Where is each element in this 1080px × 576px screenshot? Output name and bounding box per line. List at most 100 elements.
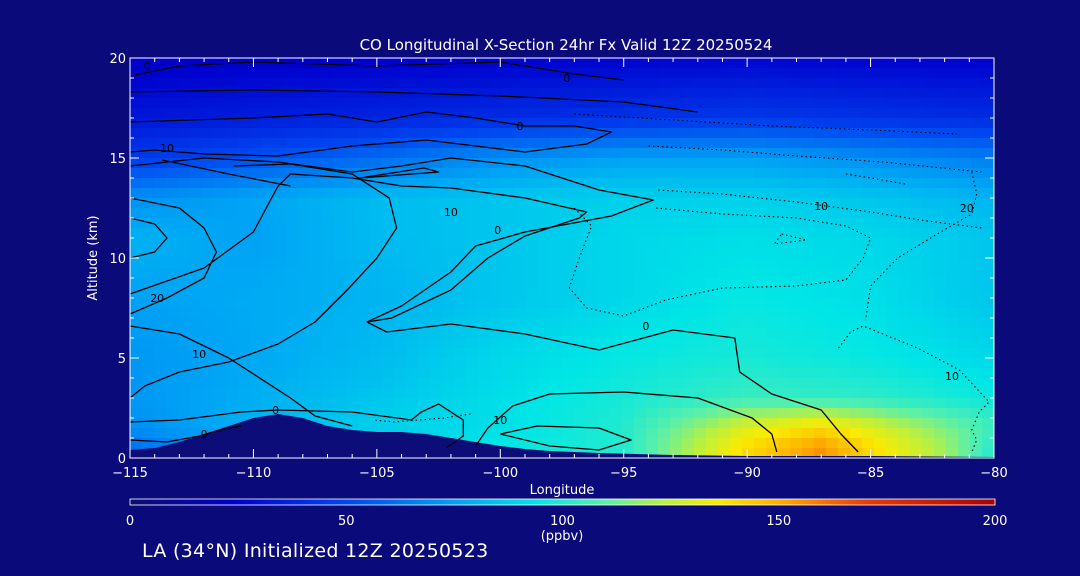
field-cell (262, 168, 275, 179)
field-cell (514, 218, 527, 229)
field-cell (394, 388, 407, 399)
field-cell (334, 128, 347, 139)
field-cell (646, 148, 659, 159)
field-cell (538, 78, 551, 89)
field-cell (658, 248, 671, 259)
field-cell (862, 328, 875, 339)
field-cell (622, 128, 635, 139)
field-cell (154, 378, 167, 389)
colorbar-segment (363, 499, 369, 505)
field-cell (262, 188, 275, 199)
field-cell (514, 148, 527, 159)
field-cell (550, 68, 563, 79)
colorbar-segment (761, 499, 767, 505)
colorbar-segment (575, 499, 581, 505)
field-cell (214, 268, 227, 279)
field-cell (814, 428, 827, 439)
field-cell (442, 308, 455, 319)
field-cell (694, 78, 707, 89)
field-cell (886, 188, 899, 199)
field-cell (970, 148, 983, 159)
field-cell (610, 348, 623, 359)
field-cell (598, 108, 611, 119)
field-cell (934, 288, 947, 299)
field-cell (718, 268, 731, 279)
colorbar-segment (432, 499, 438, 505)
field-cell (778, 168, 791, 179)
field-cell (130, 348, 143, 359)
field-cell (166, 58, 179, 69)
field-cell (466, 418, 479, 429)
field-cell (802, 158, 815, 169)
field-cell (418, 218, 431, 229)
field-cell (814, 78, 827, 89)
field-cell (682, 438, 695, 449)
field-cell (910, 328, 923, 339)
field-cell (754, 428, 767, 439)
colorbar-segment (450, 499, 455, 505)
field-cell (742, 348, 755, 359)
colorbar-segment (886, 499, 892, 505)
field-cell (910, 88, 923, 99)
field-cell (874, 438, 887, 449)
field-cell (502, 438, 515, 449)
field-cell (658, 398, 671, 409)
field-cell (214, 288, 227, 299)
field-cell (850, 138, 863, 149)
field-cell (142, 298, 155, 309)
colorbar-segment (272, 499, 278, 505)
field-cell (970, 328, 983, 339)
field-cell (634, 348, 647, 359)
field-cell (790, 418, 803, 429)
field-cell (370, 398, 383, 409)
colorbar-segment (800, 499, 806, 505)
field-cell (394, 128, 407, 139)
field-cell (670, 288, 683, 299)
field-cell (622, 188, 635, 199)
field-cell (490, 268, 503, 279)
field-cell (862, 378, 875, 389)
field-cell (730, 228, 743, 239)
field-cell (862, 168, 875, 179)
field-cell (694, 348, 707, 359)
field-cell (862, 428, 875, 439)
field-cell (670, 248, 683, 259)
field-cell (982, 418, 994, 429)
field-cell (586, 118, 599, 129)
contour-label: 20 (960, 202, 974, 215)
field-cell (166, 318, 179, 329)
field-cell (730, 78, 743, 89)
field-cell (886, 68, 899, 79)
field-cell (250, 348, 263, 359)
field-cell (166, 248, 179, 259)
field-cell (862, 388, 875, 399)
field-cell (478, 278, 491, 289)
field-cell (298, 158, 311, 169)
field-cell (730, 268, 743, 279)
field-cell (934, 58, 947, 69)
field-cell (742, 168, 755, 179)
field-cell (502, 338, 515, 349)
field-cell (646, 448, 659, 458)
field-cell (526, 208, 539, 219)
field-cell (742, 448, 755, 458)
field-cell (238, 268, 251, 279)
field-cell (802, 58, 815, 69)
field-cell (982, 168, 994, 179)
field-cell (406, 298, 419, 309)
colorbar-segment (454, 499, 460, 505)
field-cell (430, 308, 443, 319)
field-cell (202, 178, 215, 189)
colorbar-segment (350, 499, 356, 505)
field-cell (670, 68, 683, 79)
field-cell (970, 108, 983, 119)
field-cell (814, 378, 827, 389)
field-cell (838, 428, 851, 439)
field-cell (514, 358, 527, 369)
field-cell (226, 388, 239, 399)
field-cell (250, 108, 263, 119)
field-cell (274, 118, 287, 129)
field-cell (790, 198, 803, 209)
field-cell (718, 418, 731, 429)
colorbar-segment (246, 499, 252, 505)
